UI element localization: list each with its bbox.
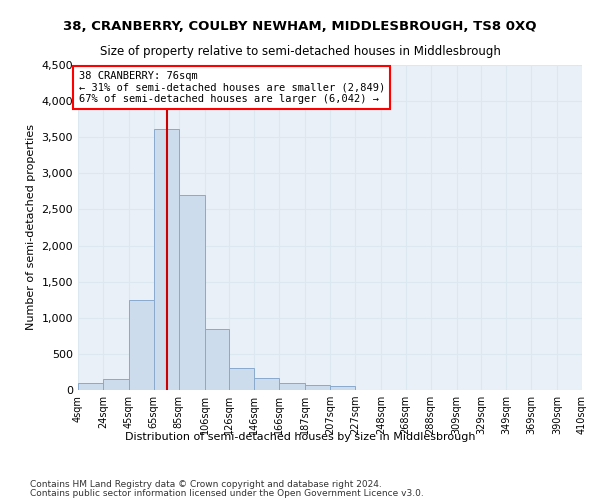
Text: Distribution of semi-detached houses by size in Middlesbrough: Distribution of semi-detached houses by … bbox=[125, 432, 475, 442]
Bar bbox=[205, 328, 229, 390]
Bar bbox=[279, 383, 305, 390]
Text: Contains public sector information licensed under the Open Government Licence v3: Contains public sector information licen… bbox=[30, 488, 424, 498]
Bar bbox=[103, 379, 129, 390]
Text: 38 CRANBERRY: 76sqm
← 31% of semi-detached houses are smaller (2,849)
67% of sem: 38 CRANBERRY: 76sqm ← 31% of semi-detach… bbox=[79, 71, 385, 104]
Bar bbox=[179, 195, 205, 390]
Y-axis label: Number of semi-detached properties: Number of semi-detached properties bbox=[26, 124, 36, 330]
Bar bbox=[330, 386, 355, 390]
Bar bbox=[254, 378, 279, 390]
Bar bbox=[78, 383, 103, 390]
Bar bbox=[129, 300, 154, 390]
Text: 38, CRANBERRY, COULBY NEWHAM, MIDDLESBROUGH, TS8 0XQ: 38, CRANBERRY, COULBY NEWHAM, MIDDLESBRO… bbox=[63, 20, 537, 33]
Bar bbox=[229, 368, 254, 390]
Bar bbox=[305, 386, 330, 390]
Text: Contains HM Land Registry data © Crown copyright and database right 2024.: Contains HM Land Registry data © Crown c… bbox=[30, 480, 382, 489]
Text: Size of property relative to semi-detached houses in Middlesbrough: Size of property relative to semi-detach… bbox=[100, 45, 500, 58]
Bar bbox=[154, 128, 179, 390]
